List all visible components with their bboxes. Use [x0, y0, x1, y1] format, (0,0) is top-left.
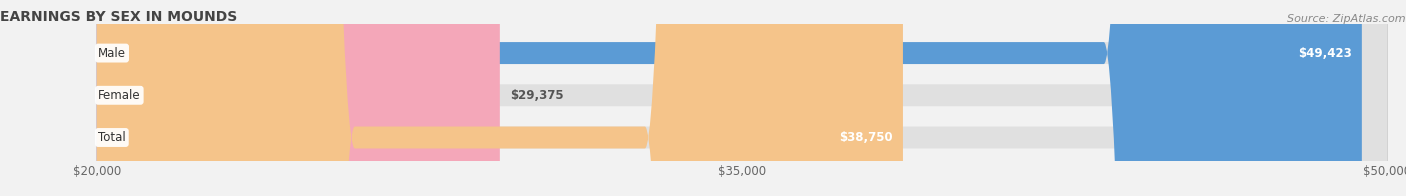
FancyBboxPatch shape — [97, 0, 1386, 196]
Text: EARNINGS BY SEX IN MOUNDS: EARNINGS BY SEX IN MOUNDS — [0, 10, 238, 24]
Text: Total: Total — [98, 131, 125, 144]
FancyBboxPatch shape — [97, 0, 1386, 196]
FancyBboxPatch shape — [97, 0, 501, 196]
Text: $38,750: $38,750 — [839, 131, 893, 144]
FancyBboxPatch shape — [97, 0, 1362, 196]
Text: $49,423: $49,423 — [1298, 47, 1351, 60]
Text: Source: ZipAtlas.com: Source: ZipAtlas.com — [1288, 14, 1406, 24]
Text: $29,375: $29,375 — [510, 89, 564, 102]
FancyBboxPatch shape — [97, 0, 1386, 196]
FancyBboxPatch shape — [97, 0, 903, 196]
Text: Female: Female — [98, 89, 141, 102]
Text: Male: Male — [98, 47, 127, 60]
